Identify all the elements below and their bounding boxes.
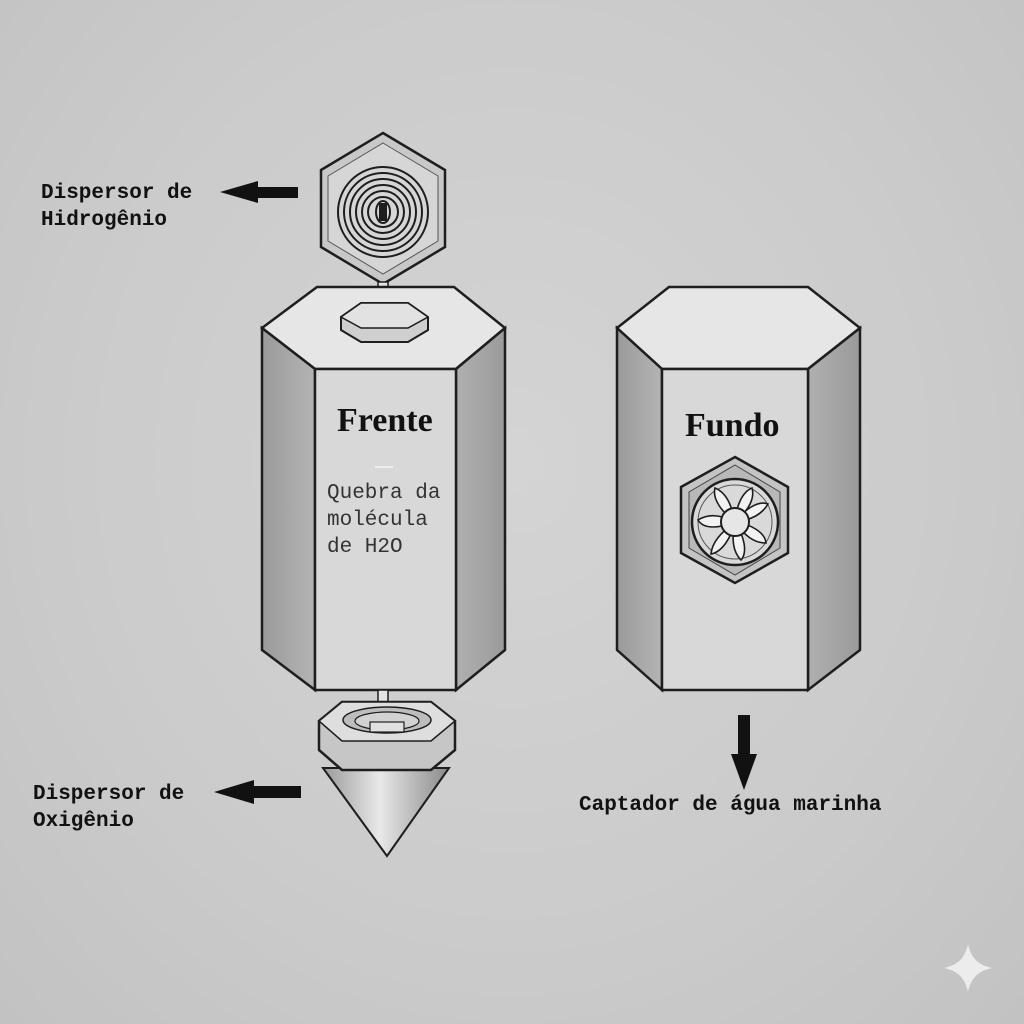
oxygen-dispenser (317, 689, 457, 858)
hydrogen-dispenser (319, 131, 447, 313)
spiral-coil-icon (337, 166, 429, 258)
front-description: Quebra da molécula de H2O (327, 482, 441, 559)
seawater-arrow (731, 715, 757, 790)
front-hex-body (259, 285, 507, 693)
top-hex-nut (339, 302, 430, 343)
intake-fan (679, 455, 790, 585)
oxygen-arrow (214, 780, 301, 804)
back-title: Fundo (685, 407, 780, 444)
seawater-collector-label: Captador de água marinha (579, 794, 882, 817)
sparkle-icon (944, 944, 992, 992)
oxygen-dispenser-label: Dispersor de Oxigênio (33, 783, 185, 833)
hydrogen-arrow (220, 181, 298, 203)
fan-icon (690, 477, 780, 567)
hydrogen-dispenser-label: Dispersor de Hidrogênio (41, 182, 193, 232)
front-title: Frente (337, 402, 433, 439)
cone-nozzle-icon (321, 767, 451, 858)
